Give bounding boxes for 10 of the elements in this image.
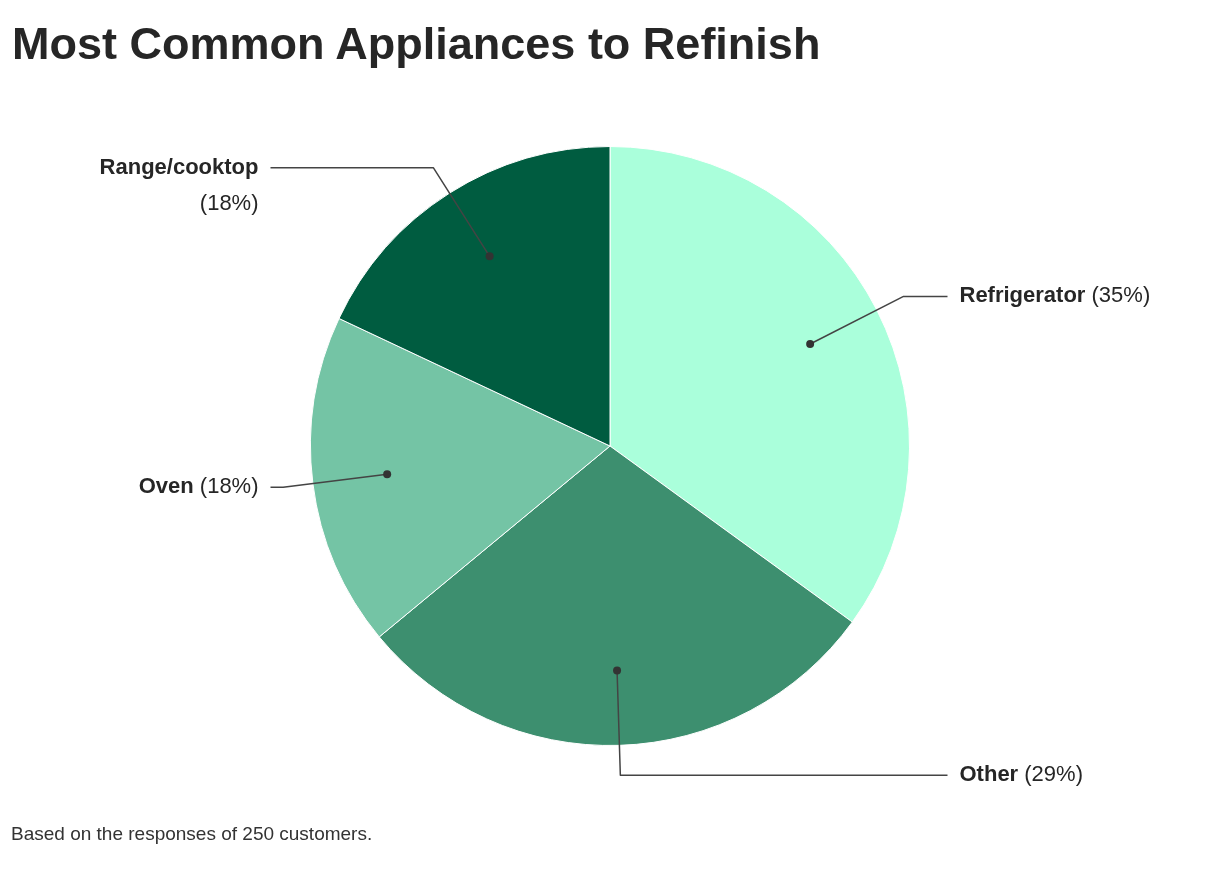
data-label: (18%): [199, 473, 259, 499]
chart-title: Most Common Appliances to Refinish: [12, 17, 821, 71]
data-label: (18%): [199, 189, 259, 215]
data-label: (29%): [1024, 761, 1083, 787]
text: Based on the responses of 250 customers.: [11, 822, 373, 846]
slice-label: Oven: [138, 473, 194, 499]
data-label: (35%): [1091, 282, 1151, 308]
slice-label: Refrigerator: [959, 282, 1086, 308]
slice-label: Range/cooktop: [99, 153, 259, 179]
slice-label: Other: [959, 761, 1019, 787]
